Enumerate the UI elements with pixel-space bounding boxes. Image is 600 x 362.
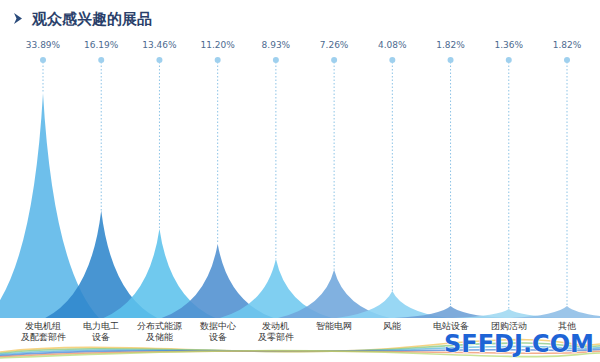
- category-label: 发电机组及配套部件: [21, 321, 66, 342]
- category-line: 智能电网: [316, 321, 352, 331]
- chart-svg: 观众感兴趣的展品 33.89% 16.19% 13.46% 11.20% 8.93% 7.2…: [0, 0, 600, 362]
- data-label: 33.89%: [26, 40, 61, 50]
- peak: [511, 306, 600, 318]
- chart-root: 观众感兴趣的展品 33.89% 16.19% 13.46% 11.20% 8.93% 7.2…: [0, 0, 600, 362]
- category-line: 发电机组: [25, 321, 61, 331]
- data-label: 13.46%: [142, 40, 177, 50]
- label-dot: [564, 57, 570, 63]
- category-line: 及零部件: [258, 332, 294, 342]
- leader-line: [392, 62, 393, 291]
- title-bullet: [14, 13, 22, 24]
- category-label: 风能: [383, 321, 401, 331]
- leader-line: [101, 62, 102, 211]
- leader-line: [275, 62, 276, 259]
- category-line: 发动机: [262, 321, 289, 331]
- data-label: 8.93%: [262, 40, 291, 50]
- data-label: 16.19%: [84, 40, 119, 50]
- category-label: 分布式能源及储能: [137, 321, 182, 342]
- label-dot: [273, 57, 279, 63]
- label-dot: [331, 57, 337, 63]
- category-line: 及配套部件: [21, 332, 66, 342]
- label-dot: [215, 57, 221, 63]
- title: 观众感兴趣的展品: [31, 10, 152, 28]
- data-label: 1.82%: [436, 40, 465, 50]
- category-line: 设备: [92, 332, 110, 342]
- category-line: 设备: [209, 332, 227, 342]
- label-dot: [40, 57, 46, 63]
- category-label: 数据中心设备: [200, 321, 236, 342]
- label-dot: [98, 57, 104, 63]
- leader-line: [450, 62, 451, 306]
- data-label: 7.26%: [320, 40, 349, 50]
- category-line: 风能: [383, 321, 401, 331]
- category-label: 智能电网: [316, 321, 352, 331]
- leader-line: [159, 62, 160, 229]
- category-label: 电力电工设备: [83, 321, 119, 342]
- data-label: 4.08%: [378, 40, 407, 50]
- leader-line: [508, 62, 509, 309]
- data-label: 11.20%: [201, 40, 236, 50]
- label-dot: [506, 57, 512, 63]
- watermark: SFFDJ.COM: [444, 330, 594, 358]
- category-line: 电力电工: [83, 321, 119, 331]
- peaks: [0, 93, 600, 318]
- category-line: 数据中心: [200, 321, 236, 331]
- leader-line: [334, 62, 335, 270]
- category-line: 及储能: [146, 332, 173, 342]
- leader-line: [217, 62, 218, 244]
- leader-line: [43, 62, 44, 93]
- label-dot: [389, 57, 395, 63]
- category-label: 发动机及零部件: [258, 321, 294, 342]
- data-label: 1.36%: [494, 40, 523, 50]
- category-line: 分布式能源: [137, 321, 182, 331]
- leader-line: [567, 62, 568, 306]
- label-dot: [448, 57, 454, 63]
- data-label: 1.82%: [553, 40, 582, 50]
- label-dot: [156, 57, 162, 63]
